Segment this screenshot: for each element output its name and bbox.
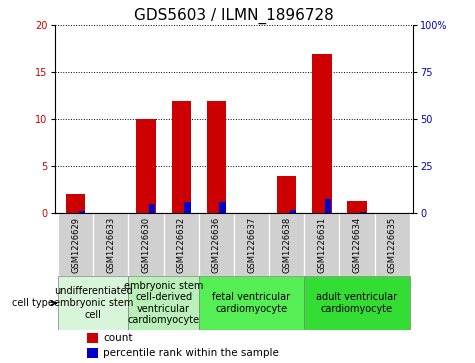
- Text: GSM1226629: GSM1226629: [71, 217, 80, 273]
- Bar: [128, 276, 199, 330]
- Text: fetal ventricular
cardiomyocyte: fetal ventricular cardiomyocyte: [212, 292, 291, 314]
- Bar: [87, 348, 98, 358]
- Bar: [184, 202, 190, 213]
- Bar: [163, 213, 199, 276]
- Text: GSM1226630: GSM1226630: [142, 217, 151, 273]
- Text: undifferentiated
embryonic stem
cell: undifferentiated embryonic stem cell: [54, 286, 133, 319]
- Text: embryonic stem
cell-derived
ventricular
cardiomyocyte: embryonic stem cell-derived ventricular …: [124, 281, 203, 325]
- Bar: [93, 213, 128, 276]
- Bar: [375, 213, 410, 276]
- Bar: [340, 213, 375, 276]
- Bar: [290, 209, 296, 213]
- Bar: [304, 276, 410, 330]
- Bar: [149, 204, 155, 213]
- Bar: [128, 213, 163, 276]
- Text: count: count: [103, 333, 133, 343]
- Bar: [66, 195, 86, 213]
- Bar: [304, 213, 340, 276]
- Bar: [325, 199, 331, 213]
- Bar: [87, 333, 98, 343]
- Bar: [234, 213, 269, 276]
- Text: percentile rank within the sample: percentile rank within the sample: [103, 348, 279, 358]
- Bar: [207, 101, 226, 213]
- Text: adult ventricular
cardiomyocyte: adult ventricular cardiomyocyte: [316, 292, 398, 314]
- Bar: [171, 101, 191, 213]
- Text: GSM1226637: GSM1226637: [247, 216, 256, 273]
- Bar: [199, 276, 304, 330]
- Text: GSM1226633: GSM1226633: [106, 216, 115, 273]
- Bar: [58, 213, 93, 276]
- Bar: [58, 276, 128, 330]
- Bar: [360, 212, 366, 213]
- Bar: [79, 211, 85, 213]
- Title: GDS5603 / ILMN_1896728: GDS5603 / ILMN_1896728: [134, 8, 334, 24]
- Text: GSM1226638: GSM1226638: [282, 216, 291, 273]
- Text: cell type: cell type: [12, 298, 54, 308]
- Bar: [219, 202, 226, 213]
- Text: GSM1226631: GSM1226631: [317, 217, 326, 273]
- Text: GSM1226632: GSM1226632: [177, 217, 186, 273]
- Text: GSM1226635: GSM1226635: [388, 217, 397, 273]
- Bar: [347, 201, 367, 213]
- Text: GSM1226634: GSM1226634: [352, 217, 361, 273]
- Bar: [277, 176, 296, 213]
- Bar: [269, 213, 304, 276]
- Bar: [199, 213, 234, 276]
- Text: GSM1226636: GSM1226636: [212, 216, 221, 273]
- Bar: [136, 119, 156, 213]
- Bar: [312, 54, 332, 213]
